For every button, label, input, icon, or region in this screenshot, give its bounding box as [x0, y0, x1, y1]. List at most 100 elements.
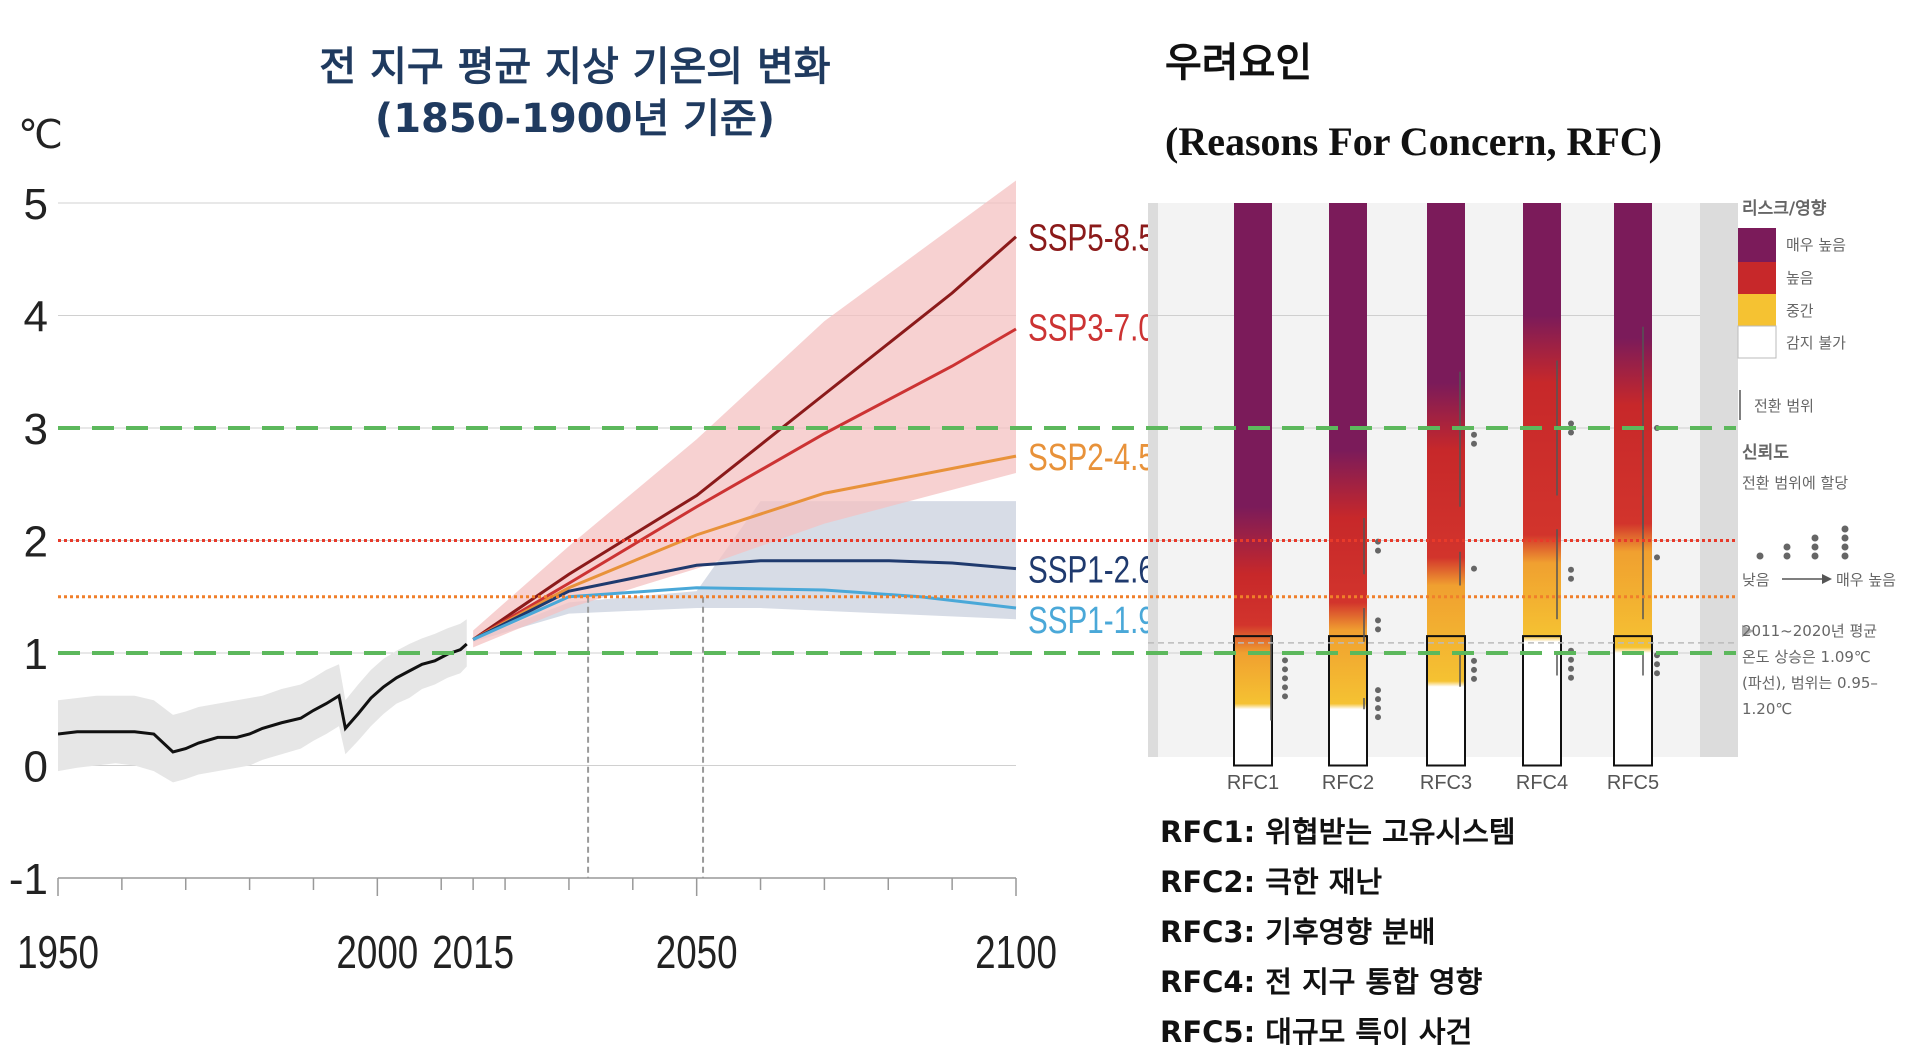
legend-confidence-sub: 전환 범위에 할당 [1742, 474, 1848, 492]
legend-swatch-moderate [1738, 294, 1776, 326]
series-label: SSP1-2.6 [1028, 549, 1155, 591]
y-tick-label: 1 [24, 630, 48, 679]
rfc-bar-2 [1329, 203, 1367, 766]
confidence-dot [1471, 440, 1477, 447]
legend-label-very-high: 매우 높음 [1786, 236, 1846, 254]
confidence-dot [1282, 675, 1288, 682]
rfc-bar-3 [1427, 203, 1465, 766]
legend-label-high: 높음 [1786, 269, 1814, 287]
rfc-definition-4: RFC4: 전 지구 통합 영향 [1160, 965, 1483, 999]
rfc-bar-frame [1426, 635, 1466, 767]
series-line-ssp1-1.9 [472, 586, 1017, 641]
confidence-dot [1375, 547, 1381, 554]
rfc-panel-shadow [1700, 203, 1738, 757]
y-tick-label: -1 [9, 855, 48, 904]
confidence-dots [1756, 525, 1849, 560]
confidence-dot [1471, 657, 1477, 664]
confidence-dot [1471, 666, 1477, 673]
confidence-dot [1654, 554, 1660, 561]
confidence-dot [1375, 705, 1381, 712]
rfc-definition-1: RFC1: 위협받는 고유시스템 [1160, 815, 1516, 849]
confidence-dot [1568, 420, 1574, 427]
confidence-dot [1568, 429, 1574, 436]
confidence-dot [1471, 431, 1477, 438]
confidence-dot [1568, 656, 1574, 663]
reference-lines [58, 426, 1736, 655]
legend-title: 리스크/영향 [1742, 198, 1827, 219]
x-tick-label: 2000 [336, 926, 418, 978]
confidence-dot [1375, 696, 1381, 703]
confidence-dot [1568, 566, 1574, 573]
rfc-axis-label: RFC1 [1227, 772, 1279, 794]
x-tick-label: 1950 [17, 926, 99, 978]
series-line-ssp3-7.0 [472, 327, 1017, 641]
confidence-dot [1654, 661, 1660, 668]
y-tick-label: 0 [24, 743, 48, 792]
confidence-dot [1568, 575, 1574, 582]
confidence-dot [1282, 684, 1288, 691]
rfc-axis-label: RFC5 [1607, 772, 1659, 794]
confidence-dot [1471, 675, 1477, 682]
rfc-bar-frame [1328, 635, 1368, 767]
temperature-chart: 5 4 3 2 1 0 -1 1950 2000 2015 2050 2100 SSP5-8.5 SSP3… [9, 180, 1155, 978]
y-tick-label: 3 [24, 405, 48, 454]
legend-swatch-high [1738, 262, 1776, 294]
low-emission-uncertainty-band [473, 501, 1017, 642]
series-line-ssp5-8.5 [472, 235, 1017, 641]
rfc-definitions: RFC1: 위협받는 고유시스템 RFC2: 극한 재난 RFC3: 기후영향 … [1160, 815, 1516, 1049]
confidence-dot [1282, 657, 1288, 664]
x-tick-label: 2100 [975, 926, 1057, 978]
note-arrow-icon [1742, 625, 1754, 637]
x-tick-label: 2015 [432, 926, 514, 978]
rfc-bar-4 [1523, 203, 1561, 766]
rfc-axis-label: RFC4 [1516, 772, 1568, 794]
legend-transition-label: 전환 범위 [1754, 397, 1814, 415]
historical-line [58, 642, 468, 754]
y-tick-label: 5 [24, 180, 48, 229]
confidence-dot [1568, 674, 1574, 681]
historical-uncertainty-band [58, 619, 467, 783]
confidence-dot [1654, 670, 1660, 677]
high-emission-uncertainty-band [473, 180, 1017, 648]
chart-subtitle: (1850-1900년 기준) [375, 96, 775, 142]
legend-confidence-title: 신뢰도 [1742, 443, 1789, 463]
confidence-dot [1282, 693, 1288, 700]
rfc-bar-frame [1522, 635, 1562, 767]
confidence-dot [1375, 626, 1381, 633]
legend-note-line-4: 1.20℃ [1742, 700, 1792, 718]
rfc-legend: 리스크/영향 매우 높음 높음 중간 감지 불가 전환 범위 신뢰도 전환 범위… [1737, 198, 1896, 718]
confidence-dot [1375, 617, 1381, 624]
rfc-definition-5: RFC5: 대규모 특이 사건 [1160, 1015, 1472, 1049]
rfc-axis-label: RFC3 [1420, 772, 1472, 794]
rfc-definition-2: RFC2: 극한 재난 [1160, 865, 1382, 899]
legend-note-line-1: 2011~2020년 평균 [1742, 622, 1877, 640]
legend-note-line-3: (파선), 범위는 0.95– [1742, 674, 1878, 692]
legend-label-moderate: 중간 [1786, 302, 1814, 320]
legend-swatch-very-high [1738, 228, 1776, 262]
rfc-title: 우려요인 [1165, 40, 1312, 86]
series-label: SSP2-4.5 [1028, 437, 1155, 479]
rfc-bar-frame [1613, 635, 1653, 767]
confidence-dot [1568, 665, 1574, 672]
y-tick-label: 2 [24, 518, 48, 567]
confidence-dot [1282, 666, 1288, 673]
rfc-definition-3: RFC3: 기후영향 분배 [1160, 915, 1435, 949]
rfc-bar-frame [1233, 635, 1273, 767]
rfc-panel-shadow [1148, 203, 1158, 757]
series-label: SSP1-1.9 [1028, 600, 1155, 642]
plot-area [58, 180, 1017, 783]
series-line-ssp1-2.6 [472, 559, 1017, 641]
confidence-arrow-head [1822, 574, 1832, 584]
series-label: SSP3-7.0 [1028, 307, 1155, 349]
rfc-subtitle: (Reasons For Concern, RFC) [1165, 119, 1662, 164]
legend-label-undetectable: 감지 불가 [1786, 334, 1846, 352]
confidence-dot [1375, 714, 1381, 721]
legend-note-line-2: 온도 상승은 1.09℃ [1742, 648, 1871, 666]
rfc-axis-label: RFC2 [1322, 772, 1374, 794]
x-tick-label: 2050 [656, 926, 738, 978]
rfc-bar-5 [1614, 203, 1652, 766]
legend-swatch-undetectable [1737, 325, 1777, 359]
rfc-panel: RFC1 RFC2 RFC3 RFC4 RFC5 [1148, 203, 1738, 794]
series-label: SSP5-8.5 [1028, 217, 1155, 259]
